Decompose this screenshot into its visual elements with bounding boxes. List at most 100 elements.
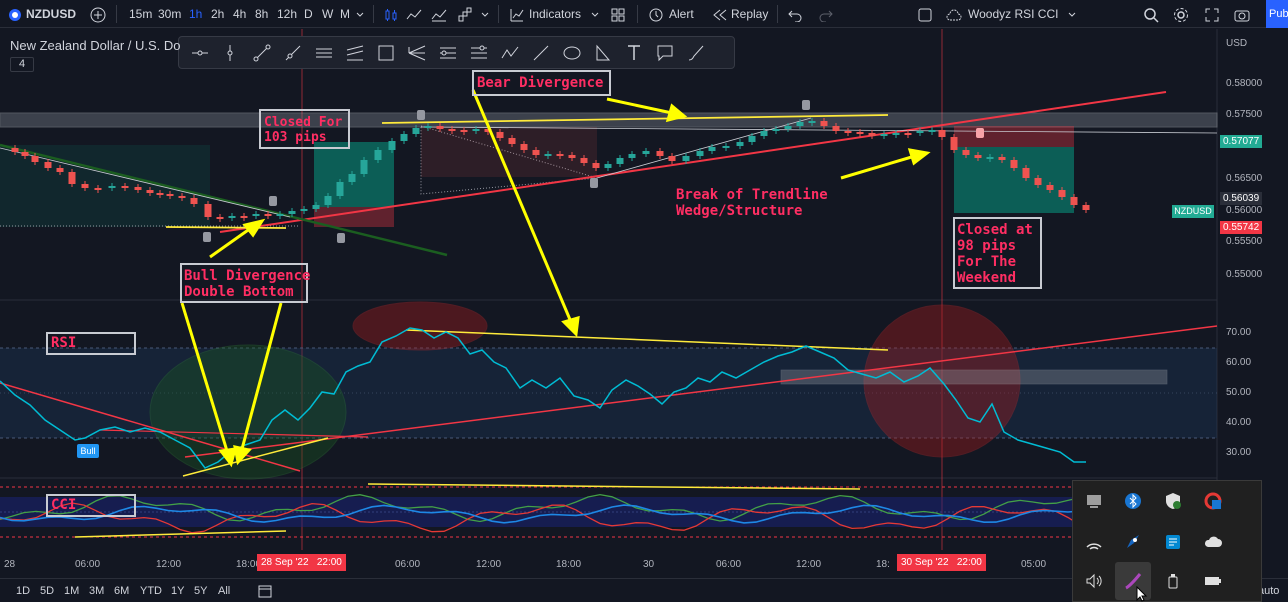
- time-axis[interactable]: 28 06:00 12:00 18:00 06:00 12:00 18:00 3…: [0, 550, 1215, 574]
- alert-icon[interactable]: [648, 0, 664, 28]
- candle-body: [264, 214, 272, 216]
- renko-icon[interactable]: [457, 0, 473, 28]
- timeframe-1h[interactable]: 1h: [189, 7, 203, 21]
- undo-icon[interactable]: [788, 0, 802, 28]
- range-6m[interactable]: 6M: [114, 585, 130, 597]
- templates-icon[interactable]: [611, 0, 625, 28]
- candle-body: [974, 155, 982, 158]
- candle-body: [736, 142, 744, 146]
- battery-icon[interactable]: [1203, 571, 1223, 591]
- text-tool-icon[interactable]: [623, 42, 645, 64]
- timeframe-m[interactable]: M: [340, 7, 350, 21]
- timeframe-8h[interactable]: 8h: [255, 7, 269, 21]
- network-icon[interactable]: [1163, 532, 1183, 552]
- crosshair-tool-icon[interactable]: [189, 42, 211, 64]
- closed-103-annotation[interactable]: Closed For 103 pips: [259, 109, 350, 149]
- rocket-icon[interactable]: [1123, 532, 1143, 552]
- search-icon[interactable]: [1143, 0, 1159, 28]
- range-5d[interactable]: 5D: [40, 585, 55, 597]
- price-axis-label: 0.55000: [1226, 269, 1263, 280]
- closed-98-annotation[interactable]: Closed at 98 pips For The Weekend: [953, 217, 1042, 289]
- callout-tool-icon[interactable]: [654, 42, 676, 64]
- fullscreen-box-icon[interactable]: [918, 0, 932, 28]
- range-all[interactable]: All: [218, 585, 231, 597]
- replay-icon[interactable]: [712, 0, 728, 28]
- vertical-line-tool-icon[interactable]: [219, 42, 241, 64]
- timeframe-w[interactable]: W: [322, 7, 334, 21]
- chart-canvas[interactable]: Bull: [0, 29, 1288, 578]
- redo-icon[interactable]: [819, 0, 833, 28]
- volume-icon[interactable]: [1084, 571, 1104, 591]
- display-icon[interactable]: [1084, 491, 1104, 511]
- cloud-icon[interactable]: [1203, 532, 1223, 552]
- pen-icon[interactable]: [1123, 571, 1143, 591]
- regression-tool-icon[interactable]: [344, 42, 366, 64]
- bull-divergence-annotation[interactable]: Bull Divergence Double Bottom: [180, 263, 310, 303]
- line-tool-icon[interactable]: [530, 42, 552, 64]
- shield-icon[interactable]: [1163, 491, 1183, 511]
- range-1m[interactable]: 1M: [64, 585, 80, 597]
- auto-scale-button[interactable]: auto: [1258, 585, 1280, 597]
- timeframe-d[interactable]: D: [304, 7, 313, 21]
- rectangle-tool-icon[interactable]: [375, 42, 397, 64]
- timeframe-12h[interactable]: 12h: [277, 7, 298, 21]
- timeframe-4h[interactable]: 4h: [233, 7, 247, 21]
- layout-name[interactable]: Woodyz RSI CCI: [968, 7, 1059, 21]
- indicators-icon[interactable]: [509, 0, 525, 28]
- compare-add-icon[interactable]: [90, 0, 106, 28]
- cci-label-annotation[interactable]: CCI: [46, 494, 136, 517]
- rsi-label-annotation[interactable]: RSI: [46, 332, 136, 355]
- candle-body: [962, 150, 970, 155]
- range-1y[interactable]: 1Y: [171, 585, 185, 597]
- price-axis-label: 0.58000: [1226, 78, 1263, 89]
- path-tool-icon[interactable]: [499, 42, 521, 64]
- chevron-down-icon[interactable]: [591, 0, 599, 28]
- range-ytd[interactable]: YTD: [140, 585, 162, 597]
- usb-icon[interactable]: [1163, 571, 1183, 591]
- publish-button[interactable]: Pub: [1266, 0, 1288, 28]
- share-icon[interactable]: [1203, 491, 1223, 511]
- brush-tool-icon[interactable]: [685, 42, 707, 64]
- candle-body: [844, 131, 852, 133]
- parallel-channel-tool-icon[interactable]: [313, 42, 335, 64]
- fib-retracement-tool-icon[interactable]: [437, 42, 459, 64]
- ray-tool-icon[interactable]: [282, 42, 304, 64]
- camera-icon[interactable]: [1234, 0, 1250, 28]
- candle-body: [508, 138, 516, 144]
- cloud-save-icon[interactable]: [946, 0, 962, 28]
- candle-body: [360, 160, 368, 174]
- indicators-button[interactable]: Indicators: [529, 7, 582, 21]
- date-range-icon[interactable]: [258, 584, 272, 601]
- gear-icon[interactable]: [1173, 0, 1189, 28]
- trend-line-tool-icon[interactable]: [251, 42, 273, 64]
- bluetooth-icon[interactable]: [1123, 491, 1143, 511]
- wifi-icon[interactable]: [1084, 532, 1104, 552]
- fullscreen-icon[interactable]: [1205, 0, 1219, 28]
- range-3m[interactable]: 3M: [89, 585, 105, 597]
- chevron-down-icon[interactable]: [481, 0, 489, 28]
- timeframe-30m[interactable]: 30m: [158, 7, 182, 21]
- pitchfork-tool-icon[interactable]: [406, 42, 428, 64]
- range-1d[interactable]: 1D: [16, 585, 31, 597]
- candle-body: [616, 158, 624, 164]
- range-5y[interactable]: 5Y: [194, 585, 208, 597]
- time-axis-label: 18:: [876, 559, 890, 570]
- bear-divergence-annotation[interactable]: Bear Divergence: [472, 70, 611, 96]
- area-chart-icon[interactable]: [431, 0, 447, 28]
- ellipse-tool-icon[interactable]: [561, 42, 583, 64]
- replay-button[interactable]: Replay: [731, 7, 769, 21]
- timeframe-15m[interactable]: 15m: [129, 7, 153, 21]
- break-trendline-annotation[interactable]: Break of Trendline Wedge/Structure: [676, 187, 828, 219]
- chevron-down-icon[interactable]: [1068, 0, 1076, 28]
- chevron-down-icon[interactable]: [356, 0, 364, 28]
- candles-icon[interactable]: [383, 0, 399, 28]
- triangle-tool-icon[interactable]: [592, 42, 614, 64]
- symbol-icon[interactable]: [8, 0, 22, 28]
- timeframe-2h[interactable]: 2h: [211, 7, 225, 21]
- legend-collapse-badge[interactable]: 4: [10, 57, 34, 72]
- fib-extension-tool-icon[interactable]: [468, 42, 490, 64]
- line-chart-icon[interactable]: [406, 0, 422, 28]
- symbol-search-button[interactable]: NZDUSD: [26, 7, 76, 21]
- alert-button[interactable]: Alert: [669, 7, 694, 21]
- currency-selector[interactable]: USD: [1226, 38, 1248, 49]
